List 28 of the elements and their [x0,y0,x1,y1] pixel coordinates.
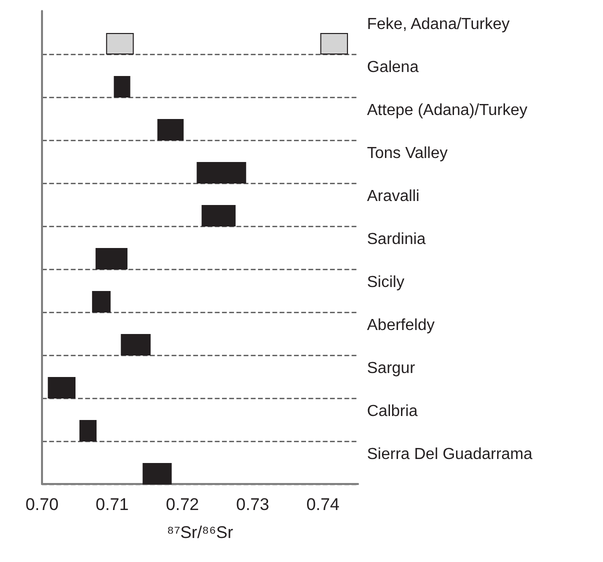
y-tick-label: Sicily [367,274,404,291]
x-tick-label: 0.73 [236,495,270,514]
x-tick-label: 0.72 [166,495,199,514]
bar [320,33,348,54]
y-tick-label: Aberfeldy [367,317,435,334]
bar [79,420,97,442]
y-tick-label: Sargur [367,360,416,377]
y-tick-label: Tons Valley [367,145,448,162]
y-tick-label: Sardinia [367,231,426,248]
bar [157,119,184,140]
y-tick-label: Attepe (Adana)/Turkey [367,102,528,119]
x-tick-label: 0.70 [25,495,59,514]
bar [92,291,111,312]
x-tick-label: 0.71 [96,495,129,514]
y-tick-label: Sierra Del Guadarrama [367,446,532,463]
y-tick-label: Galena [367,59,419,76]
bar [48,377,76,398]
y-tick-label: Aravalli [367,188,420,205]
bar [114,76,130,98]
bar [96,248,128,270]
bar [120,334,151,356]
bar [202,205,236,226]
y-tick-label: Calbria [367,403,418,420]
y-tick-label: Feke, Adana/Turkey [367,16,510,33]
bar [196,162,246,184]
bar [142,463,172,484]
x-tick-label: 0.74 [306,495,340,514]
x-axis-title: ⁸⁷Sr/⁸⁶Sr [166,523,234,542]
